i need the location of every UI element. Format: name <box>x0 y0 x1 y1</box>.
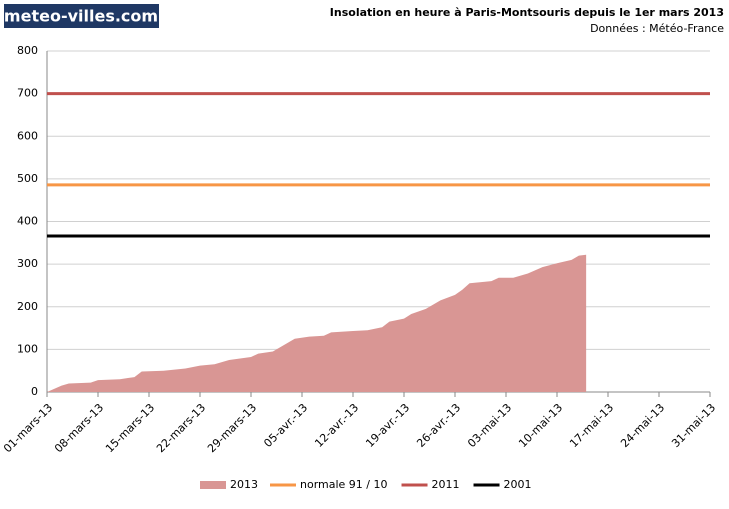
x-tick-label: 22-mars-13 <box>154 401 208 455</box>
x-tick-label: 10-mai-13 <box>516 401 565 450</box>
watermark-box <box>4 4 159 28</box>
y-tick-label: 500 <box>17 172 38 185</box>
x-tick-label: 24-mai-13 <box>618 401 667 450</box>
legend-label: 2001 <box>504 478 532 491</box>
x-tick-label: 05-avr.-13 <box>261 401 310 450</box>
x-tick-label: 17-mai-13 <box>567 401 616 450</box>
y-tick-label: 400 <box>17 215 38 228</box>
y-tick-label: 300 <box>17 257 38 270</box>
x-tick-label: 12-avr.-13 <box>312 401 361 450</box>
x-tick-label: 03-mai-13 <box>465 401 514 450</box>
watermark: meteo-villes.com <box>4 7 158 26</box>
chart-title: Insolation en heure à Paris-Montsouris d… <box>330 6 724 19</box>
x-tick-label: 26-avr.-13 <box>414 401 463 450</box>
x-tick-label: 08-mars-13 <box>52 401 106 455</box>
y-tick-label: 800 <box>17 44 38 57</box>
legend-label: normale 91 / 10 <box>300 478 388 491</box>
x-tick-label: 31-mai-13 <box>669 401 718 450</box>
y-tick-label: 0 <box>31 385 38 398</box>
legend-label: 2011 <box>432 478 460 491</box>
x-tick-label: 15-mars-13 <box>103 401 157 455</box>
x-tick-label: 01-mars-13 <box>1 401 55 455</box>
x-tick-label: 29-mars-13 <box>205 401 259 455</box>
legend-label: 2013 <box>230 478 258 491</box>
legend-swatch <box>200 481 226 489</box>
y-tick-label: 600 <box>17 129 38 142</box>
chart-subtitle: Données : Météo-France <box>590 22 724 35</box>
area-2013 <box>47 254 587 392</box>
x-tick-label: 19-avr.-13 <box>363 401 412 450</box>
y-tick-label: 200 <box>17 300 38 313</box>
y-tick-label: 100 <box>17 342 38 355</box>
y-tick-label: 700 <box>17 87 38 100</box>
